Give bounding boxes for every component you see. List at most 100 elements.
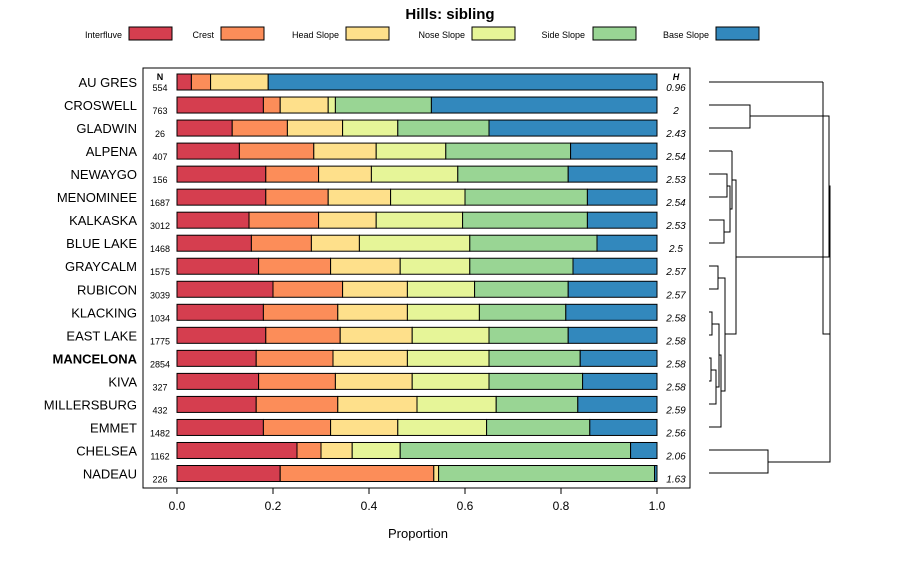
bar-segment [255,349,334,367]
legend-label: Side Slope [541,30,585,40]
bar-segment [296,441,322,459]
dendrogram [709,81,831,474]
bar-segment [210,73,269,91]
row-n-value: 1034 [150,313,170,323]
bar-segment [258,257,332,275]
bar-segment [176,441,298,459]
row-h-value: 2.58 [665,336,686,347]
bar-segment [630,441,658,459]
bar-segment [370,165,459,183]
bar-segment [337,303,408,321]
bar-segment [351,441,401,459]
h-column-header: H [673,72,680,82]
bar-segment [176,142,240,160]
dendrogram-branch [709,219,725,244]
dendrogram-branch [768,185,831,463]
bar-segment [265,326,341,344]
row-label: NADEAU [83,467,137,482]
bar-segment [176,303,264,321]
bar-segment [488,326,569,344]
row-h-value: 2.43 [665,129,686,140]
dendrogram-branch [709,104,751,129]
row-n-value: 1468 [150,244,170,254]
bar-segment [469,257,574,275]
row-h-value: 2.53 [665,175,686,186]
bar-segment [176,280,274,298]
bar-segment [406,349,490,367]
bar-segment [332,349,408,367]
bar-segment [258,372,336,390]
dendrogram-branch [709,311,713,336]
bar-segment [262,418,332,436]
bar-segment [176,372,260,390]
bar-segment [262,96,281,114]
legend-label: Base Slope [663,30,709,40]
legend-label: Interfluve [85,30,122,40]
dendrogram-branch [709,357,712,382]
row-label: GRAYCALM [65,259,137,274]
bar-segment [279,465,435,483]
x-tick-label: 1.0 [649,499,666,513]
row-h-value: 2.57 [665,267,686,278]
bar-segment [334,96,432,114]
bar-segment [250,234,312,252]
bar-segment [358,234,471,252]
bar-segment [397,418,488,436]
legend-swatch [345,26,390,41]
n-column-header: N [157,72,164,82]
bar-segment [586,211,658,229]
bar-segment [176,188,267,206]
row-n-value: 1162 [150,451,169,461]
bar-segment [572,257,658,275]
bar-segment [265,188,329,206]
bar-segment [567,165,658,183]
row-label: KLACKING [71,305,137,320]
bar-segment [318,165,372,183]
bar-segment [176,257,260,275]
bar-segment [375,211,464,229]
row-h-value: 2.06 [665,451,686,462]
row-h-value: 2.59 [665,405,686,416]
bar-segment [579,349,658,367]
bar-segment [567,280,658,298]
row-n-value: 407 [152,152,167,162]
bar-segment [327,188,392,206]
dendrogram-branch [822,82,830,335]
bar-segment [486,418,591,436]
legend-label: Crest [192,30,214,40]
row-h-value: 2.56 [665,428,686,439]
bar-segment [406,303,480,321]
bar-segment [190,73,212,91]
bar-segment [438,465,656,483]
row-label: BLUE LAKE [66,236,137,251]
bar-segment [464,188,588,206]
bar-segment [596,234,658,252]
row-n-value: 1575 [150,267,170,277]
legend-swatch [128,26,173,41]
legend-label: Nose Slope [418,30,465,40]
chart-title: Hills: sibling [405,6,494,23]
bar-segment [397,119,490,137]
bar-segment [176,465,281,483]
row-h-value: 2.57 [665,290,686,301]
bar-segment [176,349,257,367]
bar-segment [567,326,658,344]
bar-segment [176,326,267,344]
bar-segment [430,96,658,114]
legend-swatch [220,26,265,41]
bar-segment [176,234,252,252]
row-h-value: 2.5 [668,244,683,255]
legend-swatch [715,26,760,41]
bar-segment [399,257,471,275]
row-h-value: 0.96 [666,83,686,94]
bar-segment [433,465,440,483]
row-label: RUBICON [77,282,137,297]
bar-segment [176,165,267,183]
row-n-value: 2854 [150,359,170,369]
bar-segment [272,280,344,298]
bar-segment [390,188,466,206]
bar-segment [582,372,658,390]
row-n-value: 156 [152,175,167,185]
dendrogram-branch [709,449,769,474]
